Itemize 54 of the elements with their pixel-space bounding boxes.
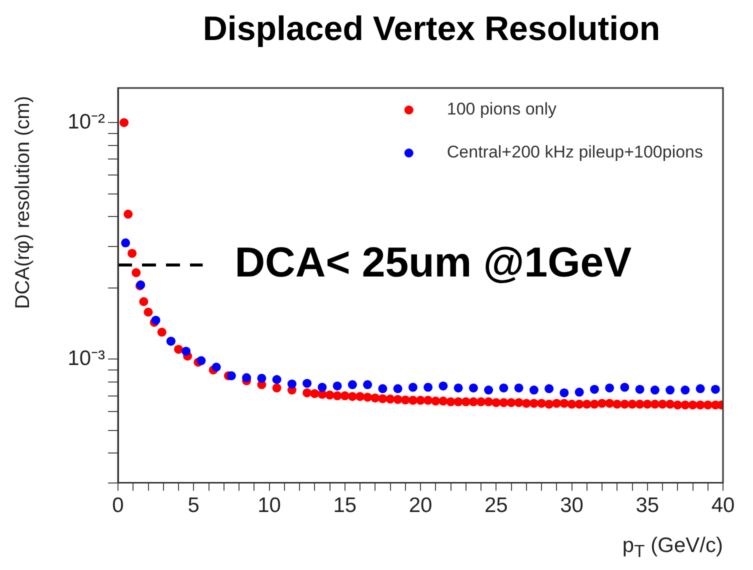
point bbox=[378, 384, 388, 394]
point bbox=[710, 384, 720, 394]
point bbox=[544, 384, 554, 394]
point bbox=[680, 386, 690, 395]
chart-title: Displaced Vertex Resolution bbox=[202, 10, 662, 49]
point bbox=[468, 383, 478, 392]
point bbox=[635, 384, 644, 394]
point bbox=[696, 384, 705, 394]
point bbox=[318, 382, 327, 392]
y-axis-title: DCA(rφ) resolution (cm) bbox=[12, 96, 35, 309]
point bbox=[182, 346, 191, 356]
point bbox=[484, 386, 494, 395]
point bbox=[499, 383, 508, 392]
point bbox=[605, 383, 614, 392]
x-tick-label: 15 bbox=[333, 494, 357, 518]
x-tick-label: 25 bbox=[484, 494, 508, 518]
point bbox=[408, 382, 418, 392]
point bbox=[363, 380, 372, 390]
point bbox=[196, 356, 206, 366]
x-tick-label: 10 bbox=[258, 494, 281, 518]
point bbox=[650, 386, 660, 395]
point bbox=[121, 238, 130, 248]
point bbox=[529, 386, 538, 395]
x-tick-label: 40 bbox=[711, 494, 735, 518]
x-tick-label: 35 bbox=[636, 494, 660, 518]
legend-label: Central+200 kHz pileup+100pions bbox=[446, 142, 704, 162]
point bbox=[438, 381, 448, 390]
point bbox=[590, 384, 599, 394]
x-tick-label: 20 bbox=[408, 494, 432, 518]
x-tick-label: 5 bbox=[188, 494, 200, 518]
x-tick-label: 0 bbox=[112, 494, 124, 518]
point bbox=[226, 371, 236, 380]
point bbox=[620, 382, 630, 392]
x-tick-label: 30 bbox=[560, 494, 584, 518]
point bbox=[242, 373, 252, 382]
point bbox=[393, 384, 402, 394]
point bbox=[302, 378, 312, 388]
point bbox=[272, 375, 282, 384]
point bbox=[257, 374, 266, 383]
point bbox=[514, 383, 524, 392]
point bbox=[287, 379, 296, 388]
point bbox=[560, 388, 569, 398]
point bbox=[424, 382, 433, 392]
point bbox=[666, 386, 675, 395]
point bbox=[574, 388, 584, 397]
y-tick-label: 10⁻³ bbox=[68, 346, 105, 370]
point bbox=[348, 380, 357, 390]
point bbox=[332, 381, 342, 390]
annotation: DCA< 25um @1GeV bbox=[234, 238, 632, 286]
point bbox=[454, 383, 463, 392]
legend-label: 100 pions only bbox=[446, 100, 558, 119]
y-tick-label: 10⁻² bbox=[68, 110, 105, 134]
point bbox=[212, 362, 221, 372]
x-axis-title: p$_{T}$ (GeV/c) bbox=[622, 534, 723, 562]
